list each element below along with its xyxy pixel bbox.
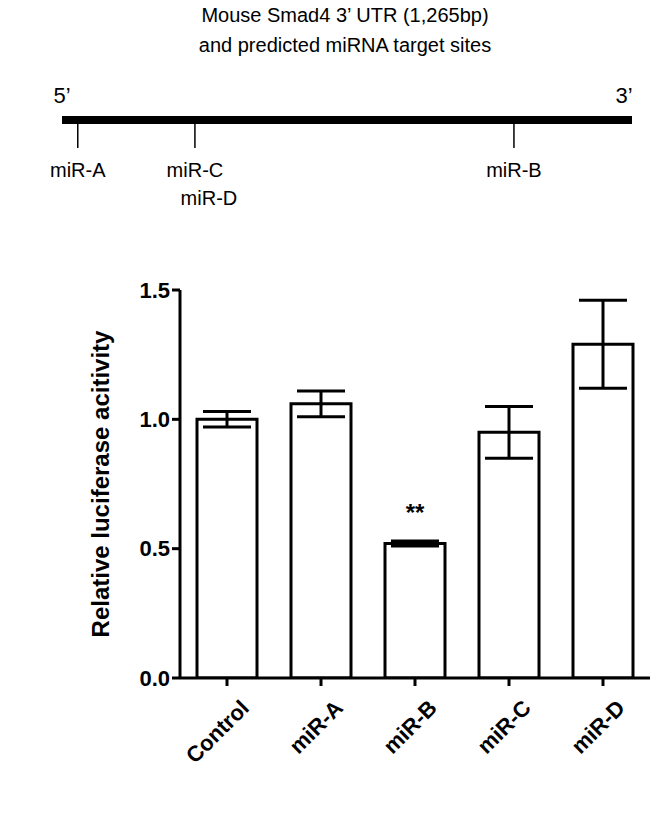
svg-text:miR-C: miR-C (472, 695, 536, 759)
svg-text:miR-D: miR-D (566, 695, 629, 758)
svg-text:0.5: 0.5 (139, 536, 170, 561)
svg-text:**: ** (406, 499, 425, 526)
svg-text:miR-B: miR-B (378, 695, 441, 758)
svg-text:miR-A: miR-A (50, 159, 106, 181)
svg-text:0.0: 0.0 (139, 666, 170, 691)
svg-text:Relative luciferase acitivity: Relative luciferase acitivity (87, 330, 114, 637)
svg-text:1.5: 1.5 (139, 278, 170, 303)
svg-text:miR-C: miR-C (167, 159, 224, 181)
svg-text:5’: 5’ (53, 83, 70, 108)
svg-text:Control: Control (181, 695, 254, 768)
svg-text:1.0: 1.0 (139, 407, 170, 432)
svg-text:and predicted miRNA target sit: and predicted miRNA target sites (199, 34, 491, 56)
svg-text:miR-B: miR-B (486, 159, 542, 181)
svg-text:Mouse Smad4 3’ UTR (1,265bp): Mouse Smad4 3’ UTR (1,265bp) (201, 8, 488, 26)
svg-text:3’: 3’ (615, 83, 632, 108)
svg-text:miR-D: miR-D (181, 187, 238, 209)
svg-text:miR-A: miR-A (284, 695, 348, 759)
